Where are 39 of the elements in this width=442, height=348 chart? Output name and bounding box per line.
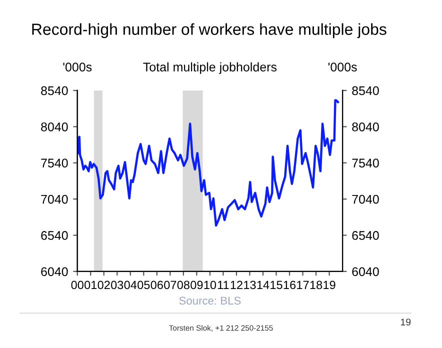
y2-tick-label: 6040 xyxy=(352,267,379,276)
x-tick-label: 16 xyxy=(284,280,296,290)
x-tick-label: 09 xyxy=(190,280,203,290)
x-tick-label: 05 xyxy=(138,280,150,290)
chart-subtitle: Total multiple jobholders xyxy=(143,62,277,74)
y2-tick-label: 7540 xyxy=(352,158,379,168)
y-tick-label: 6540 xyxy=(41,231,68,240)
y-tick-label: 8540 xyxy=(41,86,68,96)
x-tick-label: 13 xyxy=(244,280,256,290)
y-tick-label: 6040 xyxy=(41,267,68,276)
x-tick-label: 01 xyxy=(84,280,97,290)
x-tick-label: 17 xyxy=(297,280,309,290)
x-tick-label: 03 xyxy=(111,280,124,290)
x-tick-label: 18 xyxy=(310,280,322,290)
x-tick-label: 11 xyxy=(218,280,229,290)
x-tick-label: 19 xyxy=(324,280,336,290)
text: 19 xyxy=(400,318,411,326)
x-tick-label: 15 xyxy=(270,280,282,290)
x-tick-label: 07 xyxy=(164,280,176,290)
y-tick-label: 7540 xyxy=(41,158,68,168)
x-tick-label: 04 xyxy=(124,280,137,290)
y2-axis-title: '000s xyxy=(328,62,357,72)
y-tick-label: 7040 xyxy=(41,194,68,204)
y2-tick-label: 8040 xyxy=(352,122,379,132)
x-tick-label: 10 xyxy=(204,280,216,290)
x-tick-label: 02 xyxy=(98,280,110,290)
x-tick-label: 00 xyxy=(71,280,84,290)
y-tick-label: 8040 xyxy=(41,122,68,132)
y-axis-title: '000s xyxy=(63,62,92,72)
source-note: Source: BLS xyxy=(179,296,241,305)
x-tick-label: 06 xyxy=(150,280,163,290)
chart-title: Record-high number of workers have multiple jobs xyxy=(32,23,386,38)
x-tick-label: 08 xyxy=(177,280,190,290)
y2-tick-label: 6540 xyxy=(352,231,379,240)
y2-tick-label: 8540 xyxy=(352,86,379,96)
x-tick-label: 14 xyxy=(257,280,270,290)
x-tick-label: 12 xyxy=(230,280,242,290)
line-series xyxy=(77,99,340,227)
y2-tick-label: 7040 xyxy=(352,194,379,204)
